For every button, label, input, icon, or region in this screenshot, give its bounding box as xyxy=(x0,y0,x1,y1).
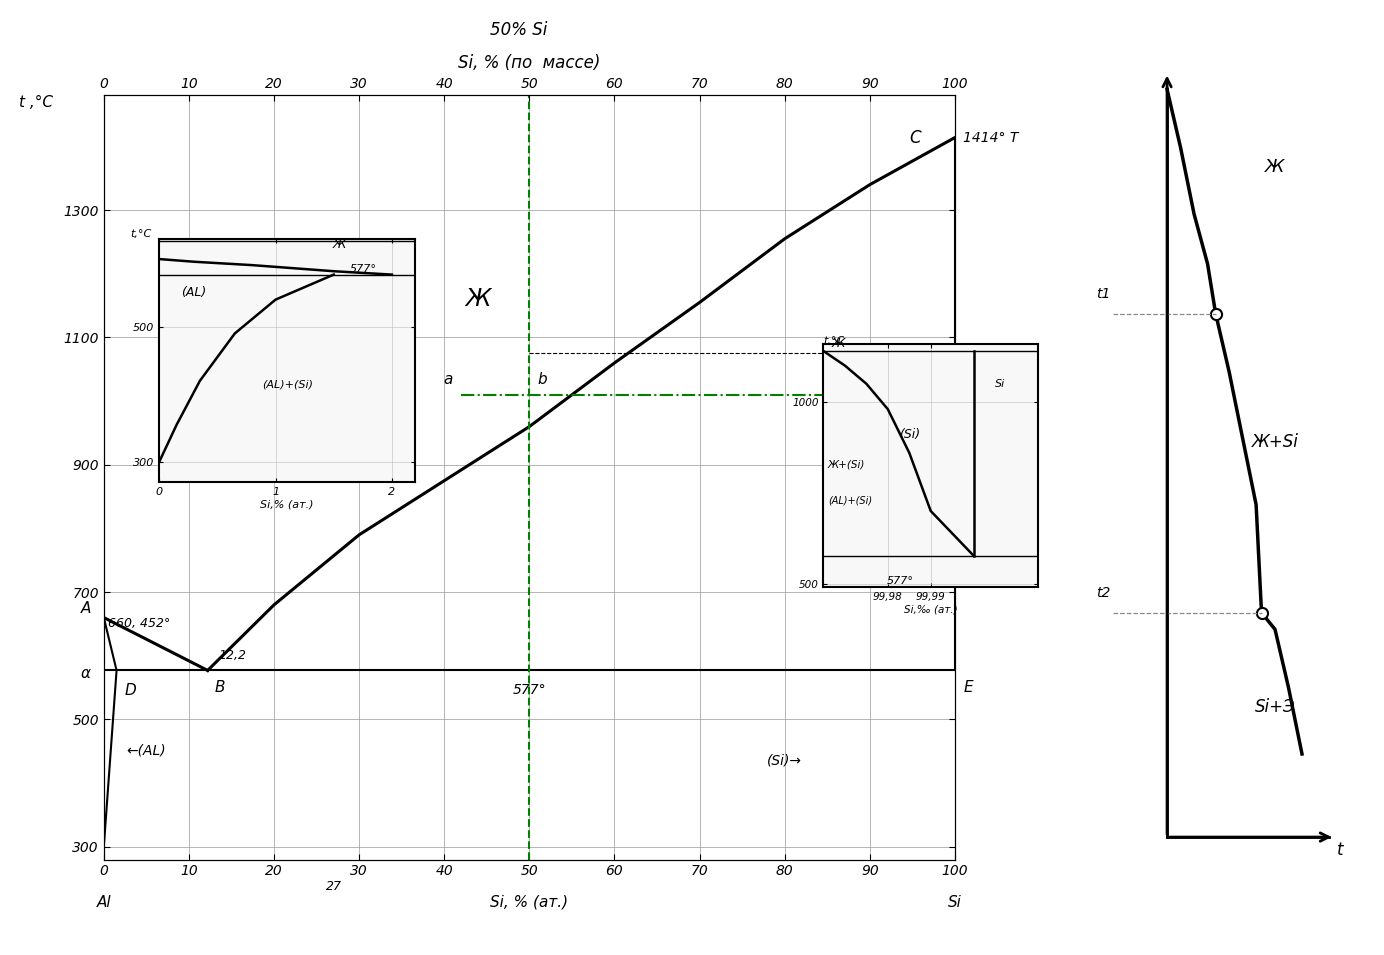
Text: t2: t2 xyxy=(1096,586,1110,601)
Text: t,°C: t,°C xyxy=(963,347,987,360)
Text: Si, % (ат.): Si, % (ат.) xyxy=(490,895,569,909)
Text: 577°: 577° xyxy=(512,683,547,696)
Text: Ж: Ж xyxy=(332,238,346,250)
Text: (Si)→: (Si)→ xyxy=(767,753,803,767)
Text: Ж+Si: Ж+Si xyxy=(1251,433,1298,451)
Text: Si: Si xyxy=(995,379,1005,389)
Text: b: b xyxy=(538,372,548,387)
X-axis label: Si,‰ (ат.): Si,‰ (ат.) xyxy=(904,605,958,615)
Text: 12,2: 12,2 xyxy=(219,649,246,662)
Text: c: c xyxy=(963,387,972,402)
Text: Si+Э: Si+Э xyxy=(1255,698,1295,716)
Text: Ж: Ж xyxy=(1265,159,1284,177)
Text: D: D xyxy=(125,683,137,697)
Text: α: α xyxy=(82,666,91,681)
Text: C: C xyxy=(909,129,920,146)
Text: 577°: 577° xyxy=(887,576,915,585)
Text: 660, 452°: 660, 452° xyxy=(108,617,170,630)
Text: (AL)+(Si): (AL)+(Si) xyxy=(828,496,872,506)
Text: Si: Si xyxy=(948,895,962,909)
Text: 27: 27 xyxy=(325,880,342,893)
Text: (AL): (AL) xyxy=(181,286,206,299)
Text: E: E xyxy=(963,680,973,695)
Text: A: A xyxy=(80,602,91,616)
Text: t,°C: t,°C xyxy=(130,229,151,239)
Text: 50% Si: 50% Si xyxy=(490,21,548,39)
Text: 1414° T: 1414° T xyxy=(963,131,1019,144)
Text: 1000: 1000 xyxy=(963,390,992,400)
Text: (Si): (Si) xyxy=(898,428,920,441)
Text: (AL)+(Si): (AL)+(Si) xyxy=(262,379,313,390)
Text: t ,°C: t ,°C xyxy=(19,96,53,111)
X-axis label: Si,% (ат.): Si,% (ат.) xyxy=(260,499,314,510)
Text: t,°C: t,°C xyxy=(823,335,844,346)
Text: t: t xyxy=(1337,840,1342,859)
Text: Ж: Ж xyxy=(832,337,846,350)
Text: Ж: Ж xyxy=(465,286,491,310)
Text: Al: Al xyxy=(97,895,111,909)
Text: ←(AL): ←(AL) xyxy=(126,743,166,757)
Text: B: B xyxy=(215,680,226,695)
Text: a: a xyxy=(443,372,453,387)
Text: Ж+(Si): Ж+(Si) xyxy=(828,459,865,469)
Text: 577°: 577° xyxy=(349,264,376,274)
X-axis label: Si, % (по  массе): Si, % (по массе) xyxy=(458,54,601,73)
Text: t1: t1 xyxy=(1096,287,1110,301)
